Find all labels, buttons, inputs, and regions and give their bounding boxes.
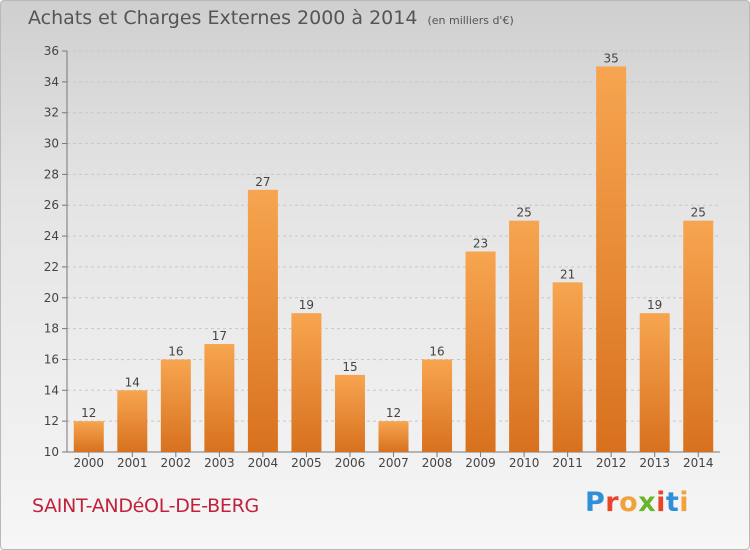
brand-letter: i: [656, 487, 666, 518]
bar-value-label: 23: [473, 237, 488, 251]
bar-2007: [378, 421, 409, 452]
bar-2001: [117, 390, 148, 452]
x-tick-label: 2009: [465, 456, 496, 470]
x-tick-label: 2003: [204, 456, 235, 470]
bar-2011: [552, 282, 583, 452]
y-tick-label: 30: [44, 137, 59, 151]
bar-2004: [247, 189, 278, 453]
y-tick-label: 14: [44, 383, 59, 397]
bar-value-label: 12: [386, 406, 401, 420]
bar-value-label: 14: [125, 375, 140, 389]
bar-value-label: 17: [212, 329, 227, 343]
chart-title: Achats et Charges Externes 2000 à 2014 (e…: [28, 7, 514, 29]
x-tick-label: 2002: [161, 456, 192, 470]
bar-2000: [73, 421, 104, 452]
brand-letter: P: [585, 487, 606, 518]
bar-value-label: 15: [342, 360, 357, 374]
commune-name: SAINT-ANDéOL-DE-BERG: [32, 495, 259, 517]
bar-2005: [291, 313, 322, 452]
bar-value-label: 19: [647, 298, 662, 312]
bar-value-label: 25: [691, 206, 706, 220]
x-tick-label: 2005: [291, 456, 322, 470]
y-tick-label: 28: [44, 167, 59, 181]
y-tick-label: 10: [44, 445, 59, 459]
y-axis-ticks: 10 12 14 16 18 20 22 24 26 28 30 32 34 36: [44, 44, 67, 459]
bar-value-label: 27: [255, 175, 270, 189]
bar-value-label: 12: [81, 406, 96, 420]
x-tick-label: 2006: [335, 456, 366, 470]
y-tick-label: 26: [44, 198, 59, 212]
chart-unit: (en milliers d'€): [427, 14, 514, 27]
bar-value-label: 25: [516, 206, 531, 220]
bar-value-label: 35: [604, 51, 619, 65]
brand-letter: o: [619, 487, 639, 518]
bar-2009: [465, 251, 496, 452]
x-tick-label: 2010: [509, 456, 540, 470]
chart-title-text: Achats et Charges Externes 2000 à 2014: [28, 7, 418, 29]
y-tick-label: 36: [44, 44, 59, 58]
bar-value-label: 21: [560, 267, 575, 281]
x-tick-label: 2007: [378, 456, 409, 470]
bar-2012: [596, 66, 627, 452]
y-tick-label: 24: [44, 229, 59, 243]
x-tick-label: 2001: [117, 456, 148, 470]
bar-value-label: 16: [429, 344, 444, 358]
brand-letter: i: [679, 487, 690, 518]
bar-value-label: 19: [299, 298, 314, 312]
x-tick-label: 2004: [248, 456, 279, 470]
bar-2003: [204, 344, 235, 452]
y-tick-label: 12: [44, 414, 59, 428]
x-tick-label: 2012: [596, 456, 627, 470]
x-tick-label: 2011: [552, 456, 583, 470]
x-axis-ticks: 2000 2001 2002 2003 2004 2005 2006 2007 2008 2009…: [73, 452, 714, 470]
brand-logo: Proxiti: [585, 487, 689, 518]
bar-2006: [334, 374, 365, 452]
bar-2013: [639, 313, 670, 452]
brand-letter: r: [605, 487, 620, 518]
bar-2014: [683, 220, 714, 452]
bars: 12 14 16 17 27 19 15 12 16 23 25 21 35 19 25: [73, 51, 714, 453]
brand-letter: t: [665, 487, 680, 518]
y-tick-label: 22: [44, 260, 59, 274]
brand-letter: x: [638, 487, 657, 518]
bar-2002: [160, 359, 191, 452]
y-tick-label: 34: [44, 75, 59, 89]
x-tick-label: 2008: [422, 456, 453, 470]
y-tick-label: 16: [44, 352, 59, 366]
bar-2010: [509, 220, 540, 452]
y-tick-label: 32: [44, 106, 59, 120]
y-tick-label: 18: [44, 322, 59, 336]
bar-value-label: 16: [168, 344, 183, 358]
x-tick-label: 2013: [639, 456, 670, 470]
bar-2008: [422, 359, 453, 452]
y-tick-label: 20: [44, 291, 59, 305]
x-tick-label: 2000: [73, 456, 104, 470]
x-tick-label: 2014: [683, 456, 714, 470]
